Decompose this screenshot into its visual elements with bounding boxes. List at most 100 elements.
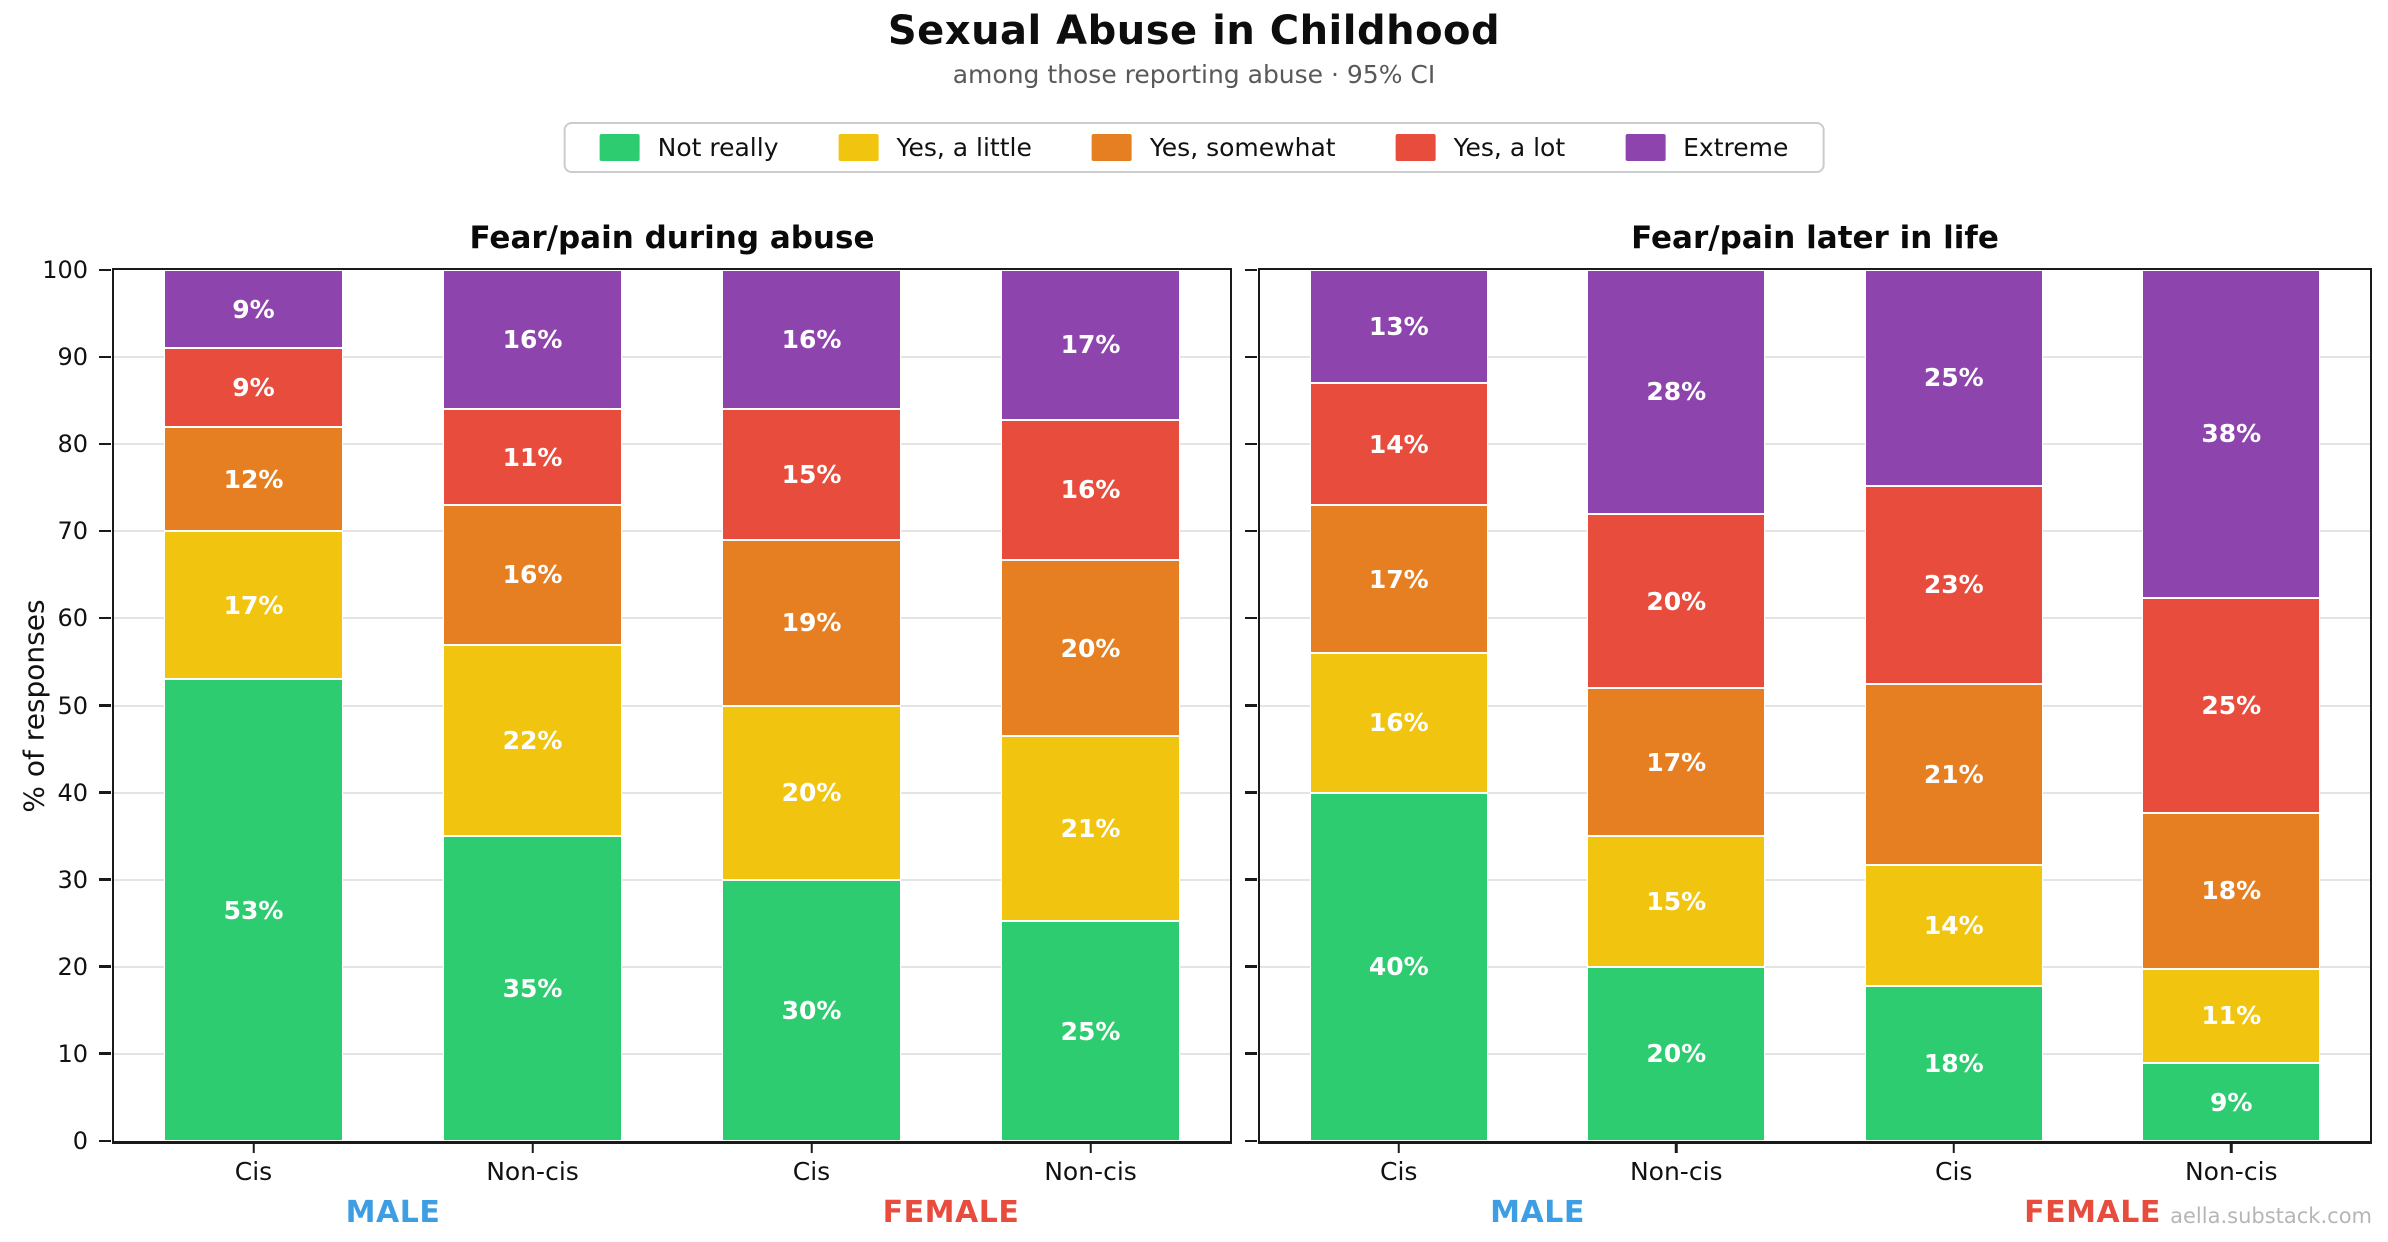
gridline — [1260, 356, 2370, 359]
x-tick-label: Non-cis — [486, 1157, 579, 1186]
bar-segment-label: 17% — [1646, 747, 1707, 777]
legend-item: Not really — [599, 133, 779, 162]
bar-segment: 16% — [1309, 653, 1488, 793]
bar-segment: 16% — [722, 270, 901, 410]
bar-segment-label: 11% — [2201, 1001, 2262, 1031]
legend-item-label: Yes, a lot — [1453, 133, 1566, 162]
legend-swatch-icon — [1625, 134, 1666, 161]
bar-segment: 38% — [2142, 270, 2321, 598]
bar-segment-label: 18% — [1923, 1048, 1984, 1078]
y-tick-label: 60 — [57, 604, 88, 633]
bar-segment: 25% — [1001, 921, 1180, 1141]
bar-segment: 13% — [1309, 270, 1488, 384]
bar-slot: 9% 11% 18% 25% 38% — [2093, 270, 2371, 1141]
bar-segment: 16% — [443, 270, 622, 410]
x-tick-label: Cis — [792, 1157, 831, 1186]
y-tick-label: 10 — [57, 1039, 88, 1068]
y-tick-label: 30 — [57, 865, 88, 894]
bar-segment-label: 17% — [223, 590, 284, 620]
panel-title-during-abuse: Fear/pain during abuse — [469, 220, 875, 256]
bar-segment: 12% — [164, 426, 343, 532]
bar-segment-label: 17% — [1368, 564, 1429, 594]
y-tick-mark — [1245, 878, 1257, 881]
x-tick-mark — [1952, 1143, 1955, 1153]
bar-segment-label: 15% — [1646, 886, 1707, 916]
legend-item-label: Not really — [657, 133, 779, 162]
y-tick-label: 100 — [42, 256, 88, 284]
stacked-bar: 20% 15% 17% 20% 28% — [1587, 270, 1766, 1141]
bar-segment: 35% — [443, 836, 622, 1141]
bar-segment-label: 14% — [1368, 429, 1429, 459]
bar-segment: 17% — [164, 531, 343, 680]
x-tick-mark — [1397, 1143, 1400, 1153]
bar-slot: 18% 14% 21% 23% 25% — [1815, 270, 2093, 1141]
bar-segment-label: 17% — [1060, 330, 1121, 360]
bar-segment-label: 30% — [781, 995, 842, 1025]
y-tick-label: 20 — [57, 952, 88, 981]
bar-segment: 53% — [164, 679, 343, 1141]
y-tick-mark — [1245, 355, 1257, 359]
y-tick-mark — [99, 1052, 111, 1055]
bar-segment-label: 25% — [2201, 691, 2262, 721]
y-tick-mark — [1245, 965, 1257, 968]
bar-segment: 17% — [1001, 270, 1180, 420]
bar-slot: 25% 21% 20% 16% 17% — [951, 270, 1230, 1141]
legend-item: Yes, a lot — [1395, 133, 1566, 162]
y-tick-mark — [1245, 268, 1257, 271]
x-tick-label: Cis — [1935, 1157, 1973, 1186]
x-tick-mark — [1089, 1143, 1092, 1153]
bar-segment: 16% — [443, 505, 622, 645]
bar-segment: 25% — [2142, 597, 2321, 814]
bar-segment: 25% — [1864, 270, 2043, 486]
gridline — [1260, 530, 2370, 533]
bar-slot: 20% 15% 17% 20% 28% — [1538, 270, 1816, 1141]
y-tick-mark — [1245, 1139, 1257, 1142]
bar-segment-label: 9% — [232, 294, 275, 324]
gridline — [114, 965, 1230, 968]
y-tick-mark — [99, 442, 111, 446]
bar-segment-label: 20% — [1646, 586, 1707, 616]
bar-segment: 20% — [1001, 560, 1180, 737]
x-tick-mark — [810, 1143, 813, 1153]
watermark: aella.substack.com — [2170, 1204, 2372, 1228]
gridline — [114, 443, 1230, 446]
stacked-bar: 30% 20% 19% 15% 16% — [722, 270, 901, 1141]
bar-segment: 30% — [722, 879, 901, 1141]
bar-segment: 15% — [1587, 836, 1766, 967]
stacked-bar: 53% 17% 12% 9% 9% — [164, 270, 343, 1141]
bar-segment: 9% — [164, 270, 343, 349]
gridline — [114, 1052, 1230, 1055]
bar-segment-label: 13% — [1368, 312, 1429, 342]
y-tick-mark — [1245, 616, 1257, 620]
bar-segment-label: 19% — [781, 608, 842, 638]
y-tick-mark — [99, 965, 111, 968]
x-tick-mark — [1675, 1143, 1678, 1153]
bar-segment: 11% — [443, 409, 622, 506]
panel-later-in-life: Fear/pain later in life 40% 16% 17% 14% 13% 2… — [1245, 220, 2372, 1230]
bar-segment: 19% — [722, 540, 901, 706]
bar-segment: 16% — [1001, 419, 1180, 561]
bar-segment: 9% — [2142, 1063, 2321, 1141]
bar-segment-label: 9% — [232, 373, 275, 403]
y-tick-mark — [99, 878, 111, 881]
y-tick-mark — [1245, 442, 1257, 446]
bar-segment: 23% — [1864, 485, 2043, 684]
bar-segment-label: 16% — [781, 325, 842, 355]
stacked-bar: 35% 22% 16% 11% 16% — [443, 270, 622, 1141]
x-tick-label: Cis — [234, 1157, 273, 1186]
bar-segment-label: 18% — [2201, 876, 2262, 906]
bar-segment-label: 15% — [781, 460, 842, 490]
y-tick-mark — [1245, 704, 1257, 707]
x-tick-label: Cis — [1380, 1157, 1418, 1186]
x-tick-label: Non-cis — [2184, 1157, 2278, 1186]
bar-segment-label: 21% — [1060, 814, 1121, 844]
bar-segment-label: 20% — [1646, 1039, 1707, 1069]
x-tick-label: Non-cis — [1629, 1157, 1723, 1186]
bar-segment-label: 12% — [223, 464, 284, 494]
bar-segment-label: 9% — [2210, 1087, 2253, 1117]
group-label-female: FEMALE — [2024, 1195, 2161, 1230]
legend-item-label: Yes, a little — [896, 133, 1032, 162]
gridline — [1260, 617, 2370, 620]
x-tick-mark — [252, 1143, 255, 1153]
